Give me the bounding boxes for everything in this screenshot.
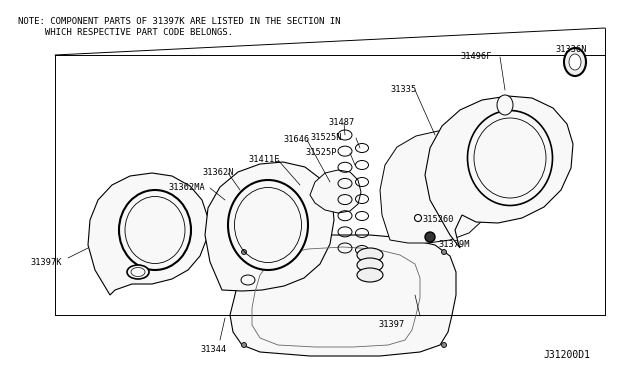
Ellipse shape <box>119 190 191 270</box>
Ellipse shape <box>497 95 513 115</box>
Ellipse shape <box>357 248 383 262</box>
Polygon shape <box>230 235 456 356</box>
Polygon shape <box>380 131 494 243</box>
Ellipse shape <box>442 343 447 347</box>
Polygon shape <box>310 170 361 213</box>
Text: 31411E: 31411E <box>248 155 280 164</box>
Ellipse shape <box>241 343 246 347</box>
Text: 31335: 31335 <box>390 85 416 94</box>
Ellipse shape <box>569 54 581 70</box>
Ellipse shape <box>228 180 308 270</box>
Ellipse shape <box>564 48 586 76</box>
Text: 31362N: 31362N <box>202 168 234 177</box>
Text: 31379M: 31379M <box>438 240 470 249</box>
Text: WHICH RESPECTIVE PART CODE BELONGS.: WHICH RESPECTIVE PART CODE BELONGS. <box>18 28 233 37</box>
Text: 31336N: 31336N <box>555 45 586 54</box>
Text: 31362MA: 31362MA <box>168 183 205 192</box>
Text: 31397: 31397 <box>378 320 404 329</box>
Polygon shape <box>425 96 573 248</box>
Ellipse shape <box>467 110 552 205</box>
Text: 31344: 31344 <box>200 345 227 354</box>
Ellipse shape <box>241 275 255 285</box>
Text: 31496F: 31496F <box>460 52 492 61</box>
Ellipse shape <box>127 265 149 279</box>
Ellipse shape <box>357 268 383 282</box>
Text: NOTE: COMPONENT PARTS OF 31397K ARE LISTED IN THE SECTION IN: NOTE: COMPONENT PARTS OF 31397K ARE LIST… <box>18 17 340 26</box>
Text: 31525N: 31525N <box>310 133 342 142</box>
Ellipse shape <box>425 232 435 242</box>
Text: 315260: 315260 <box>422 215 454 224</box>
Text: 31397K: 31397K <box>30 258 61 267</box>
Text: J31200D1: J31200D1 <box>543 350 590 360</box>
Text: 31646: 31646 <box>283 135 309 144</box>
Ellipse shape <box>357 258 383 272</box>
Ellipse shape <box>241 250 246 254</box>
Polygon shape <box>205 162 334 291</box>
Polygon shape <box>88 173 208 295</box>
Ellipse shape <box>442 250 447 254</box>
Ellipse shape <box>415 215 422 221</box>
Text: 31525P: 31525P <box>305 148 337 157</box>
Text: 31487: 31487 <box>328 118 355 127</box>
